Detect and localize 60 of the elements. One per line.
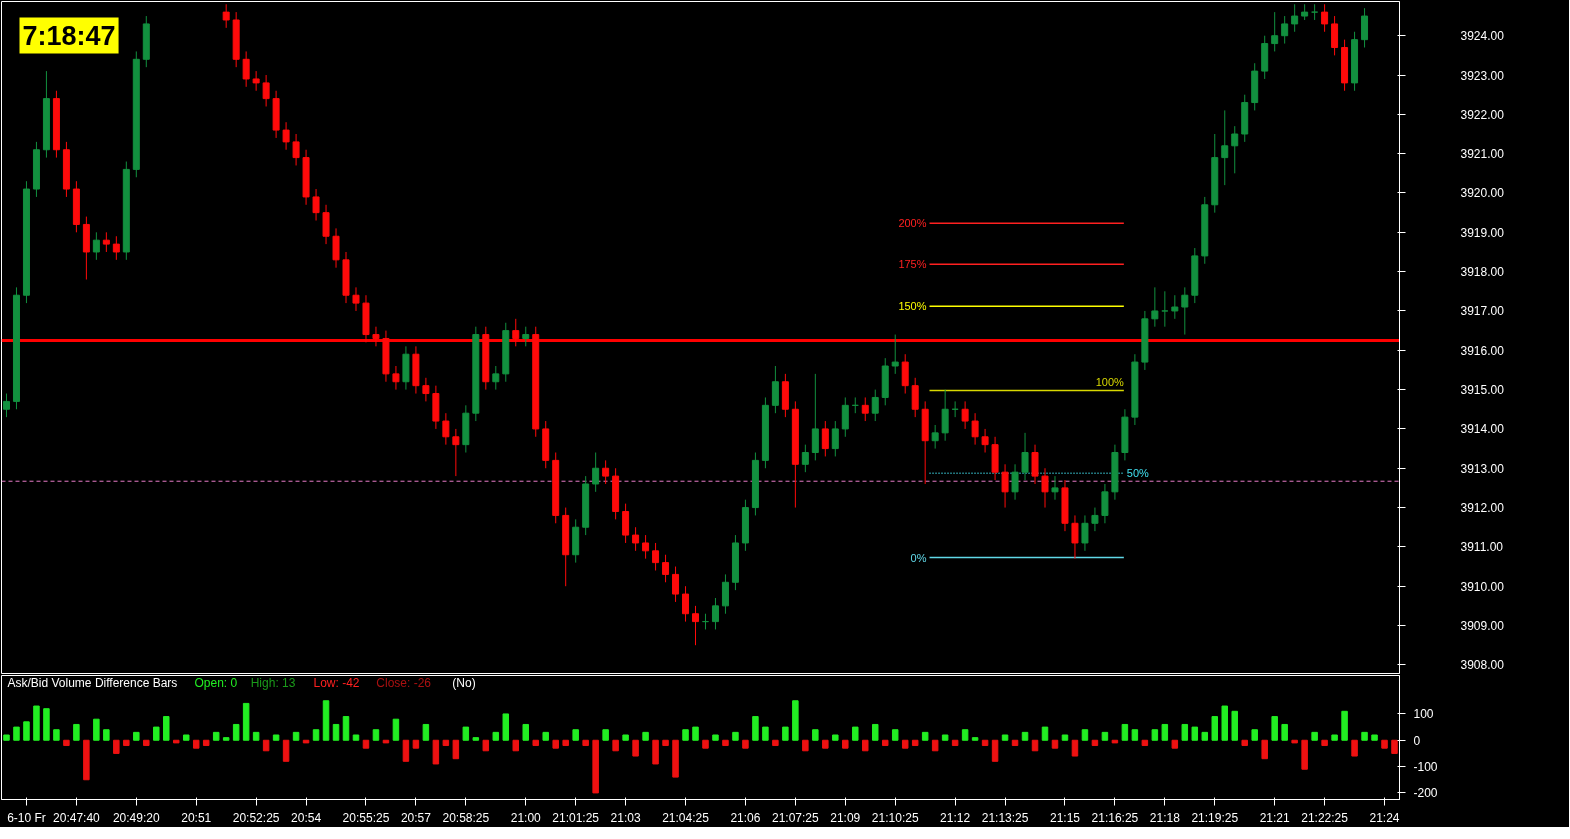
x-tick-label: 21:19:25	[1191, 810, 1239, 825]
x-tick-label: 20:49:20	[112, 810, 160, 825]
x-tick-label: 21:09	[830, 810, 861, 825]
y-tick-label: 3919.00	[1460, 225, 1505, 240]
x-tick-label: 20:51	[181, 810, 212, 825]
y-tick-label: 3912.00	[1460, 501, 1505, 516]
x-tick-label: 20:55:25	[342, 810, 390, 825]
x-tick-label: 20:52:25	[232, 810, 280, 825]
annotation: 175%	[898, 258, 927, 271]
x-tick-label: 21:24	[1369, 810, 1400, 825]
y-tick-label: 3909.00	[1460, 619, 1505, 634]
x-tick-label: 21:13:25	[981, 810, 1029, 825]
annotation: Low: -42	[313, 675, 360, 690]
x-tick-label: 21:21	[1259, 810, 1291, 825]
x-tick-label: 20:57	[400, 810, 432, 825]
annotation: Close: -26	[376, 675, 432, 690]
y-tick-label: 3910.00	[1460, 579, 1505, 594]
annotation: 200%	[898, 217, 927, 230]
y-tick-label: 3915.00	[1460, 383, 1505, 398]
y-tick-label: 3911.00	[1460, 540, 1504, 555]
y-tick-label: -100	[1413, 760, 1438, 775]
x-tick-label: 21:07:25	[772, 810, 820, 825]
y-tick-label: 3916.00	[1460, 343, 1505, 358]
y-tick-label: 3923.00	[1460, 68, 1505, 83]
x-tick-label: 21:01:25	[552, 810, 600, 825]
x-tick-label: 21:16:25	[1091, 810, 1139, 825]
x-tick-label: 21:00	[510, 810, 542, 825]
x-tick-label: 21:22:25	[1301, 810, 1349, 825]
annotation: (No)	[452, 675, 476, 690]
y-tick-label: 3920.00	[1460, 186, 1505, 201]
annotation: High: 13	[250, 675, 296, 690]
x-tick-label: 21:12	[940, 810, 971, 825]
annotation: 150%	[898, 300, 927, 313]
x-tick-label: 21:10:25	[871, 810, 919, 825]
chart-title: Ask/Bid Volume Difference Bars	[7, 675, 178, 690]
y-tick-label: 3922.00	[1460, 107, 1505, 122]
x-tick-label: 20:58:25	[442, 810, 490, 825]
x-tick-label: 6-10 Fr	[7, 810, 46, 825]
y-tick-label: 3917.00	[1460, 304, 1505, 319]
annotation: 0%	[910, 551, 927, 564]
annotation: 7:18:47	[22, 20, 116, 51]
y-tick-label: 3918.00	[1460, 265, 1505, 280]
annotation: Open: 0	[194, 675, 238, 690]
annotation: 100%	[1095, 376, 1125, 389]
y-tick-label: 3914.00	[1460, 422, 1505, 437]
x-tick-label: 21:04:25	[662, 810, 710, 825]
y-tick-label: 3921.00	[1460, 147, 1505, 162]
y-tick-label: 3908.00	[1460, 658, 1505, 673]
x-tick-label: 21:15	[1049, 810, 1081, 825]
x-tick-label: 21:06	[730, 810, 761, 825]
x-tick-label: 21:18	[1149, 810, 1181, 825]
x-tick-label: 21:03	[610, 810, 641, 825]
y-tick-label: 0	[1413, 733, 1421, 748]
y-tick-label: -200	[1413, 786, 1438, 801]
x-tick-label: 20:47:40	[53, 810, 101, 825]
annotation: 50%	[1126, 467, 1150, 480]
y-tick-label: 3924.00	[1460, 29, 1505, 44]
y-tick-label: 100	[1413, 707, 1434, 722]
x-tick-label: 20:54	[291, 810, 322, 825]
y-tick-label: 3913.00	[1460, 461, 1505, 476]
